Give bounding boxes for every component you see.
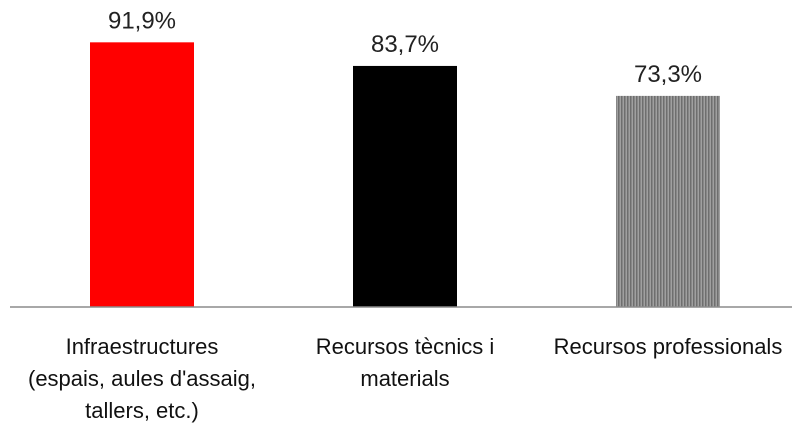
bar-3 <box>616 95 720 308</box>
category-label-1-line-2: (espais, aules d'assaig, <box>28 366 256 391</box>
category-label-1: Infraestructures (espais, aules d'assaig,… <box>28 334 256 423</box>
category-label-2-line-1: Recursos tècnics i <box>316 334 495 359</box>
category-label-1-line-1: Infraestructures <box>66 334 219 359</box>
bar-1-value-label: 91,9% <box>108 7 176 34</box>
bars-group <box>90 42 720 308</box>
category-label-3-line-1: Recursos professionals <box>554 334 783 359</box>
category-label-1-line-3: tallers, etc.) <box>85 398 199 423</box>
category-label-3: Recursos professionals <box>554 334 783 359</box>
bar-2 <box>353 65 457 307</box>
bar-1 <box>90 42 194 307</box>
category-label-2-line-2: materials <box>360 366 449 391</box>
bar-3-value-label: 73,3% <box>634 61 702 88</box>
labels-group: 91,9% Infraestructures (espais, aules d'as… <box>28 7 782 423</box>
category-label-2: Recursos tècnics i materials <box>316 334 495 391</box>
bar-2-value-label: 83,7% <box>371 31 439 58</box>
